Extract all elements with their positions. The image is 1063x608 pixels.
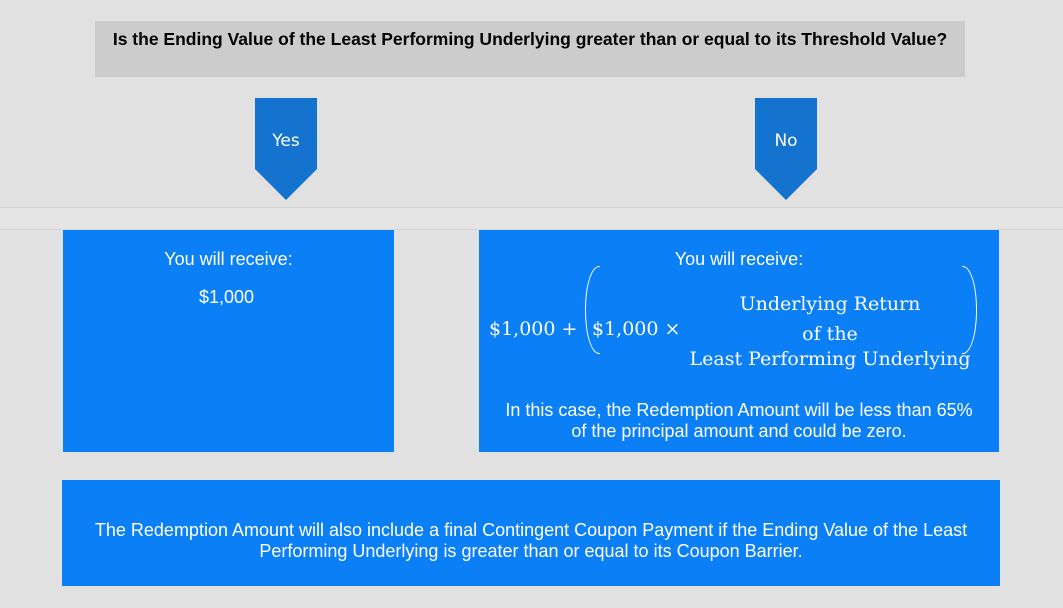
formula-line1: Underlying Return	[739, 293, 921, 315]
yes-amount: $1,000	[198, 287, 255, 307]
divider-band	[0, 207, 1063, 230]
yes-result-box: You will receive: $1,000	[63, 230, 394, 452]
no-label: No	[774, 131, 798, 151]
footer-text: The Redemption Amount will also include …	[94, 520, 968, 561]
yes-arrow: Yes	[255, 98, 317, 200]
yes-label: Yes	[272, 131, 300, 151]
question-box: Is the Ending Value of the Least Perform…	[95, 21, 965, 77]
formula-base: $1,000 +	[489, 318, 578, 340]
yes-receive-label: You will receive:	[164, 249, 293, 269]
formula-inner: $1,000 ×	[592, 318, 681, 340]
arrow-down-icon	[255, 98, 317, 200]
no-result-box: You will receive: In this case, the Rede…	[479, 230, 999, 452]
no-receive-label: You will receive:	[674, 249, 804, 269]
formula-line2: of the	[802, 323, 858, 345]
footer-box: The Redemption Amount will also include …	[62, 480, 1000, 586]
no-note: In this case, the Redemption Amount will…	[505, 400, 973, 441]
arrow-down-icon	[755, 98, 817, 200]
formula-line3: Least Performing Underlying	[689, 348, 971, 370]
no-arrow: No	[755, 98, 817, 200]
